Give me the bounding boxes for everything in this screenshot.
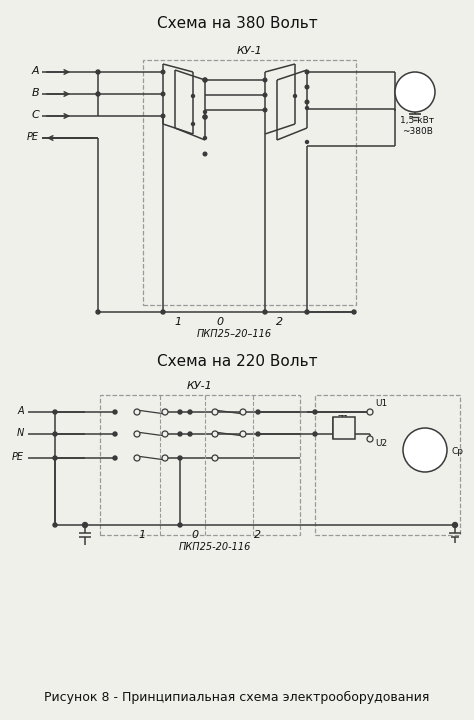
Text: КУ-1: КУ-1 bbox=[187, 381, 213, 391]
Circle shape bbox=[113, 432, 117, 436]
Circle shape bbox=[453, 523, 457, 528]
Circle shape bbox=[113, 456, 117, 460]
Text: A: A bbox=[31, 66, 39, 76]
Circle shape bbox=[134, 409, 140, 415]
Circle shape bbox=[96, 70, 100, 74]
Circle shape bbox=[191, 122, 194, 125]
Text: PE: PE bbox=[27, 132, 39, 142]
Circle shape bbox=[96, 310, 100, 314]
Circle shape bbox=[162, 431, 168, 437]
Text: Схема на 220 Вольт: Схема на 220 Вольт bbox=[157, 354, 317, 369]
Circle shape bbox=[263, 108, 267, 112]
Text: N: N bbox=[17, 428, 24, 438]
Text: КУ-1: КУ-1 bbox=[237, 46, 263, 56]
Circle shape bbox=[403, 428, 447, 472]
Circle shape bbox=[53, 456, 57, 460]
Text: U1: U1 bbox=[375, 400, 387, 408]
Circle shape bbox=[203, 78, 207, 82]
Circle shape bbox=[212, 409, 218, 415]
Circle shape bbox=[313, 410, 317, 414]
Text: ПКП25-20-116: ПКП25-20-116 bbox=[179, 542, 251, 552]
Circle shape bbox=[367, 436, 373, 442]
Text: Z1: Z1 bbox=[338, 415, 350, 425]
Circle shape bbox=[53, 432, 57, 436]
Circle shape bbox=[161, 114, 165, 118]
Circle shape bbox=[188, 432, 192, 436]
Text: A: A bbox=[18, 406, 24, 416]
Circle shape bbox=[293, 94, 297, 97]
Circle shape bbox=[305, 100, 309, 104]
Text: ПКП25–20–116: ПКП25–20–116 bbox=[196, 329, 272, 339]
Circle shape bbox=[53, 523, 57, 527]
Text: M1: M1 bbox=[407, 87, 423, 97]
Circle shape bbox=[305, 310, 309, 314]
Text: C: C bbox=[31, 110, 39, 120]
Circle shape bbox=[203, 115, 207, 119]
Circle shape bbox=[161, 92, 165, 96]
Circle shape bbox=[305, 85, 309, 89]
Text: Схема на 380 Вольт: Схема на 380 Вольт bbox=[156, 17, 318, 32]
Circle shape bbox=[306, 107, 309, 109]
Circle shape bbox=[306, 140, 309, 143]
Bar bbox=[143, 60, 356, 305]
Text: Рисунок 8 - Принципиальная схема электрооборудования: Рисунок 8 - Принципиальная схема электро… bbox=[44, 690, 430, 703]
Text: 1,5 кВт: 1,5 кВт bbox=[400, 115, 434, 125]
Circle shape bbox=[256, 432, 260, 436]
Text: 1: 1 bbox=[138, 530, 146, 540]
Circle shape bbox=[203, 78, 207, 82]
Text: 0: 0 bbox=[217, 317, 224, 327]
Text: Cp: Cp bbox=[452, 448, 464, 456]
Circle shape bbox=[212, 455, 218, 461]
Circle shape bbox=[82, 523, 88, 528]
Text: 2: 2 bbox=[276, 317, 283, 327]
Bar bbox=[315, 395, 460, 535]
Circle shape bbox=[134, 455, 140, 461]
Circle shape bbox=[367, 409, 373, 415]
Circle shape bbox=[212, 431, 218, 437]
Circle shape bbox=[240, 431, 246, 437]
Circle shape bbox=[203, 110, 207, 114]
Circle shape bbox=[178, 432, 182, 436]
Circle shape bbox=[161, 310, 165, 314]
Circle shape bbox=[263, 310, 267, 314]
Circle shape bbox=[188, 410, 192, 414]
Text: B: B bbox=[31, 88, 39, 98]
Circle shape bbox=[313, 432, 317, 436]
Circle shape bbox=[263, 78, 267, 82]
Circle shape bbox=[395, 72, 435, 112]
Circle shape bbox=[178, 523, 182, 527]
Text: PE: PE bbox=[12, 452, 24, 462]
Circle shape bbox=[162, 455, 168, 461]
Circle shape bbox=[96, 92, 100, 96]
Circle shape bbox=[178, 410, 182, 414]
Text: M1: M1 bbox=[416, 444, 434, 456]
Circle shape bbox=[203, 115, 207, 119]
Circle shape bbox=[134, 431, 140, 437]
Text: 2: 2 bbox=[255, 530, 262, 540]
Circle shape bbox=[352, 310, 356, 314]
Circle shape bbox=[161, 71, 165, 73]
Bar bbox=[100, 395, 300, 535]
Circle shape bbox=[240, 409, 246, 415]
Text: 1: 1 bbox=[174, 317, 182, 327]
Circle shape bbox=[256, 410, 260, 414]
Text: Z2: Z2 bbox=[338, 431, 350, 441]
Circle shape bbox=[305, 71, 309, 73]
Bar bbox=[333, 417, 355, 439]
Circle shape bbox=[203, 137, 207, 140]
Text: 0: 0 bbox=[191, 530, 199, 540]
Text: U2: U2 bbox=[375, 438, 387, 448]
Circle shape bbox=[53, 410, 57, 414]
Text: ~380В: ~380В bbox=[401, 127, 432, 135]
Circle shape bbox=[113, 410, 117, 414]
Circle shape bbox=[178, 456, 182, 460]
Circle shape bbox=[263, 93, 267, 96]
Circle shape bbox=[162, 409, 168, 415]
Circle shape bbox=[191, 94, 194, 97]
Circle shape bbox=[203, 152, 207, 156]
